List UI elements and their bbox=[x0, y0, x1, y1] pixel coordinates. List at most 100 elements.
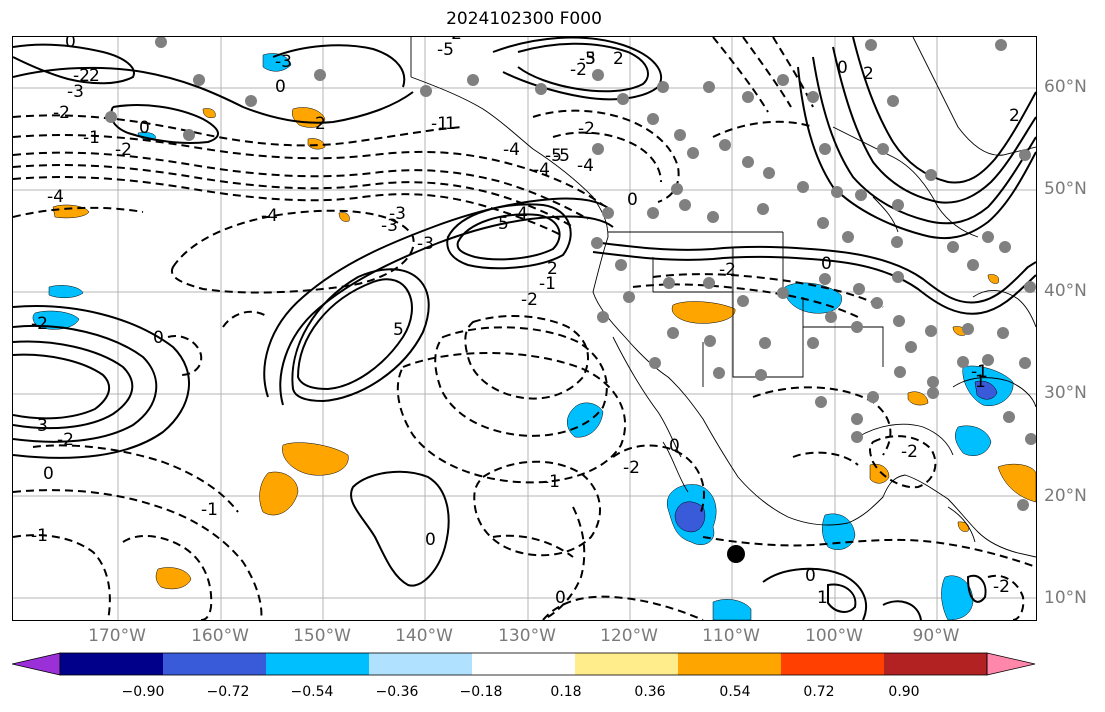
colorbar-tick: −0.36 bbox=[375, 684, 419, 700]
contour-label: -2 bbox=[993, 577, 1010, 597]
contour-label: 3 bbox=[585, 49, 596, 69]
contour-label: -5 bbox=[553, 146, 570, 166]
contour-label: -5 bbox=[579, 49, 596, 69]
contour-label: 2 bbox=[1009, 106, 1020, 126]
colorbar-segment bbox=[781, 653, 885, 675]
contour-label: -1 bbox=[543, 472, 560, 492]
colorbar-tick: 0.54 bbox=[719, 684, 751, 700]
contour-label: 0 bbox=[837, 58, 848, 78]
lat-label-40n: 40°N bbox=[1044, 281, 1087, 301]
contour-label: -5 bbox=[545, 146, 562, 166]
contour-label: 0 bbox=[43, 464, 54, 484]
lon-label-100w: 100°W bbox=[805, 626, 863, 646]
contour-label: -2 bbox=[115, 140, 132, 160]
colorbar-extend-high bbox=[986, 652, 1036, 676]
contour-label: 5 bbox=[498, 214, 509, 234]
station-dots bbox=[105, 37, 1036, 511]
lat-label-20n: 20°N bbox=[1044, 486, 1087, 506]
coastlines bbox=[410, 37, 1036, 558]
contour-label: -1 bbox=[201, 500, 218, 520]
contour-label: -2 bbox=[570, 60, 587, 80]
contour-label: -2 bbox=[578, 119, 595, 139]
lat-label-50n: 50°N bbox=[1044, 179, 1087, 199]
contour-label: -1 bbox=[539, 274, 556, 294]
lon-label-150w: 150°W bbox=[293, 626, 351, 646]
contour-label: 2 bbox=[613, 49, 624, 69]
contour-label: -4 bbox=[503, 140, 520, 160]
contour-label: 3 bbox=[37, 416, 48, 436]
contour-label: -3 bbox=[275, 52, 292, 72]
lon-label-110w: 110°W bbox=[702, 626, 760, 646]
colorbar-tick: 0.36 bbox=[634, 684, 666, 700]
contour-label: 0 bbox=[555, 588, 566, 608]
contour-label: 0 bbox=[65, 37, 76, 52]
contour-label: -1 bbox=[971, 362, 988, 382]
contour-label: -3 bbox=[389, 204, 406, 224]
contour-label: 0 bbox=[627, 190, 638, 210]
lon-label-160w: 160°W bbox=[191, 626, 249, 646]
contour-label: 0 bbox=[821, 254, 832, 274]
contours-solid bbox=[13, 37, 1036, 620]
contour-label: -2 bbox=[31, 314, 48, 334]
marker-dot bbox=[727, 545, 745, 563]
contour-label: -4 bbox=[47, 187, 64, 207]
colorbar-segment bbox=[884, 653, 988, 675]
lat-label-30n: 30°N bbox=[1044, 383, 1087, 403]
colorbar-segment bbox=[163, 653, 267, 675]
colorbar-segment bbox=[472, 653, 576, 675]
contour-label: -3 bbox=[67, 82, 84, 102]
contour-label: 0 bbox=[425, 530, 436, 550]
contour-label: 2 bbox=[315, 114, 326, 134]
contour-label: -1 bbox=[431, 114, 448, 134]
contour-label: -2 bbox=[521, 290, 538, 310]
contour-label: 4 bbox=[517, 204, 528, 224]
contour-label: -2 bbox=[719, 260, 736, 280]
contour-label: 0 bbox=[275, 77, 286, 97]
colorbar-tick: −0.90 bbox=[121, 684, 165, 700]
contour-label: 1 bbox=[445, 114, 456, 134]
map-title: 2024102300 F000 bbox=[446, 9, 602, 29]
colorbar-segment bbox=[369, 653, 473, 675]
contour-label: -4 bbox=[577, 156, 594, 176]
colorbar-tick: 0.90 bbox=[888, 684, 920, 700]
graticule bbox=[13, 37, 1036, 620]
contour-labels: 0 -2 2 -3 -1 -2 0 -3 2 -5 1 -2 0 -4 4 -3… bbox=[31, 37, 1020, 608]
contour-label: -3 bbox=[381, 216, 398, 236]
contour-label: -2 bbox=[57, 430, 74, 450]
contour-label: -4 bbox=[261, 206, 278, 226]
colorbar-segment bbox=[678, 653, 782, 675]
contour-label: 0 bbox=[153, 328, 164, 348]
lon-label-170w: 170°W bbox=[88, 626, 146, 646]
lat-label-60n: 60°N bbox=[1044, 77, 1087, 97]
contour-label: -1 bbox=[83, 128, 100, 148]
colorbar-tick: 0.72 bbox=[803, 684, 835, 700]
contour-label: 1 bbox=[817, 588, 828, 608]
colorbar-segment bbox=[575, 653, 679, 675]
contour-label: 0 bbox=[139, 118, 150, 138]
colorbar-tick: 0.18 bbox=[550, 684, 582, 700]
contour-label: -2 bbox=[53, 103, 70, 123]
contour-label: 5 bbox=[393, 320, 404, 340]
contour-label: -2 bbox=[623, 458, 640, 478]
colorbar-tick: −0.18 bbox=[459, 684, 503, 700]
lat-label-10n: 10°N bbox=[1044, 588, 1087, 608]
colorbar bbox=[12, 652, 1036, 676]
colorbar-segment bbox=[60, 653, 164, 675]
colorbar-segments bbox=[12, 652, 1036, 676]
contour-label: -2 bbox=[445, 37, 462, 44]
contour-label: -4 bbox=[533, 160, 550, 180]
contours-dashed bbox=[13, 37, 1036, 620]
contour-label: -1 bbox=[31, 526, 48, 546]
lon-label-130w: 130°W bbox=[498, 626, 556, 646]
contour-label: 0 bbox=[669, 436, 680, 456]
contour-label: 2 bbox=[89, 66, 100, 86]
contour-label: 1 bbox=[975, 372, 986, 392]
contour-label: -2 bbox=[901, 442, 918, 462]
map-panel[interactable]: 0 -2 2 -3 -1 -2 0 -3 2 -5 1 -2 0 -4 4 -3… bbox=[12, 36, 1037, 621]
contour-label: -2 bbox=[73, 66, 90, 86]
colorbar-extend-low bbox=[12, 652, 61, 676]
colorbar-tick: −0.54 bbox=[290, 684, 334, 700]
contour-label: -5 bbox=[437, 40, 454, 60]
contour-label: 2 bbox=[547, 259, 558, 279]
colorbar-outline bbox=[59, 652, 988, 676]
